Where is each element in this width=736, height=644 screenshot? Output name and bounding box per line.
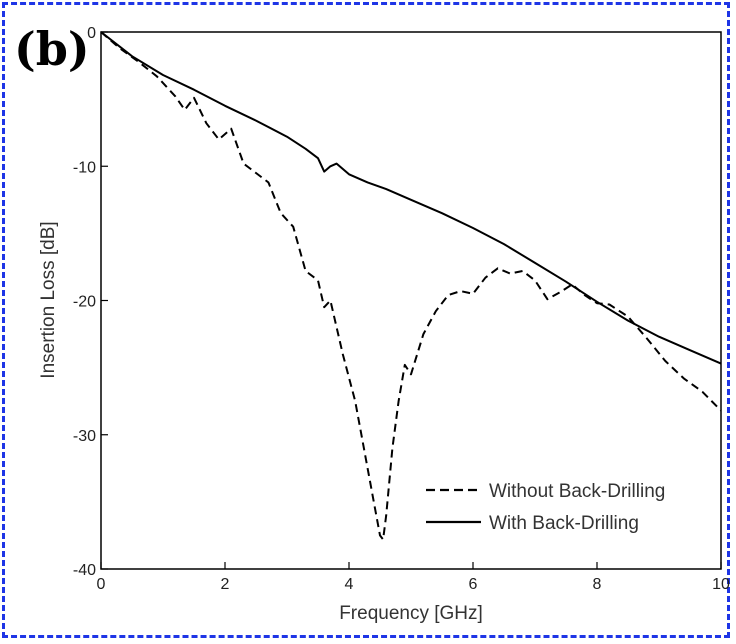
legend: Without Back-Drilling With Back-Drilling	[426, 481, 665, 534]
y-tick-label: -40	[73, 562, 96, 579]
x-tick-label: 6	[469, 576, 478, 593]
y-tick-label: -20	[73, 294, 96, 311]
y-tick-label: 0	[87, 25, 96, 42]
y-axis-title: Insertion Loss [dB]	[38, 221, 59, 378]
panel-label: (b)	[14, 22, 90, 76]
x-tick-label: 0	[97, 576, 106, 593]
series-layer	[100, 31, 722, 541]
legend-label-without-back-drilling: Without Back-Drilling	[489, 481, 665, 502]
x-tick-label: 4	[345, 576, 354, 593]
x-tick-label: 8	[593, 576, 602, 593]
x-tick-label: 10	[712, 576, 730, 593]
x-axis-title: Frequency [GHz]	[339, 603, 483, 624]
legend-label-with-back-drilling: With Back-Drilling	[489, 513, 639, 534]
y-tick-label: -10	[73, 159, 96, 176]
axis-ticks: 0 2 4 6 8 10 0 -10 -20 -30 -40	[73, 25, 730, 593]
series-line-with-back-drilling	[100, 31, 722, 365]
x-tick-label: 2	[221, 576, 230, 593]
series-line-without-back-drilling	[100, 31, 722, 541]
y-tick-label: -30	[73, 428, 96, 445]
figure-frame	[2, 2, 730, 638]
